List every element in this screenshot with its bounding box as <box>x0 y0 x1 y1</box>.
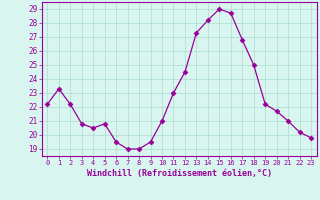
X-axis label: Windchill (Refroidissement éolien,°C): Windchill (Refroidissement éolien,°C) <box>87 169 272 178</box>
